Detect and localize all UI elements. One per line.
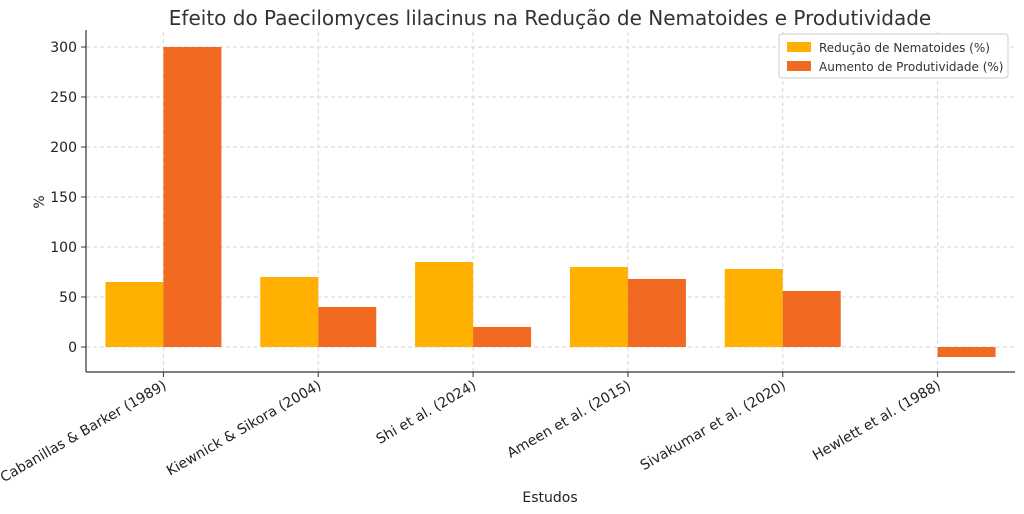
bars — [105, 47, 996, 357]
bar-reducao-2 — [415, 262, 474, 347]
bar-aumento-2 — [473, 327, 532, 347]
bar-aumento-0 — [163, 47, 222, 347]
x-tick-label: Sivakumar et al. (2020) — [638, 378, 789, 474]
y-tick-label: 150 — [50, 190, 77, 206]
legend: Redução de Nematoides (%) Aumento de Prod… — [778, 33, 1009, 79]
x-tick-label: Ameen et al. (2015) — [504, 378, 633, 462]
y-tick-label: 100 — [50, 240, 77, 256]
chart-title: Efeito do Paecilomyces lilacinus na Redu… — [169, 6, 931, 30]
x-axis-label: Estudos — [522, 490, 577, 506]
y-tick-label: 0 — [68, 340, 77, 356]
grid — [86, 32, 1015, 372]
bar-aumento-5 — [937, 347, 996, 357]
legend-swatch — [787, 42, 811, 52]
x-tick-label: Kiewnick & Sikora (2004) — [164, 378, 324, 480]
y-tick-label: 300 — [50, 40, 77, 56]
x-ticks: Cabanillas & Barker (1989)Kiewnick & Sik… — [0, 372, 944, 486]
axes — [85, 30, 1015, 373]
bar-reducao-0 — [105, 282, 164, 347]
x-tick-label: Hewlett et al. (1988) — [810, 378, 944, 464]
bar-aumento-3 — [627, 279, 686, 347]
x-tick-label: Shi et al. (2024) — [374, 378, 479, 448]
legend-box — [778, 33, 1009, 79]
y-axis-label: % — [32, 195, 48, 208]
y-ticks: 0 50 100 150 200 250 300 — [50, 40, 86, 356]
legend-label: Redução de Nematoides (%) — [819, 41, 990, 55]
y-tick-label: 200 — [50, 140, 77, 156]
bar-aumento-4 — [782, 291, 841, 347]
bar-aumento-1 — [318, 307, 377, 347]
legend-swatch — [787, 61, 811, 71]
x-tick-label: Cabanillas & Barker (1989) — [0, 378, 169, 486]
bar-reducao-4 — [724, 269, 783, 347]
legend-label: Aumento de Produtividade (%) — [819, 60, 1003, 74]
y-tick-label: 250 — [50, 90, 77, 106]
bar-reducao-1 — [260, 277, 319, 347]
y-tick-label: 50 — [59, 290, 77, 306]
bar-reducao-3 — [569, 267, 628, 347]
